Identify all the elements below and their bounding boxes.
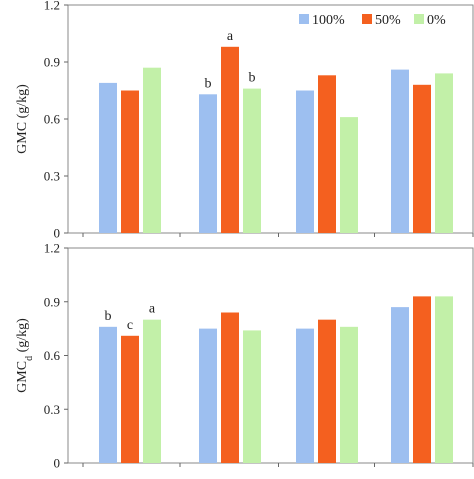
y-tick-label: 0.6 [44,348,61,363]
bar-bottom-0pct-1 [143,319,161,463]
legend: 100% 50% 0% [299,13,446,28]
bar-top-100pct-4 [391,69,409,233]
y-tick-label: 0 [54,456,61,471]
bar-bottom-50pct-2 [221,312,239,463]
bar-bottom-100pct-1 [99,326,117,463]
bar-bottom-100pct-2 [199,328,217,463]
significance-label: b [249,71,256,86]
bar-bottom-100pct-3 [296,328,314,463]
significance-label: c [127,318,133,333]
bar-top-100pct-3 [296,90,314,233]
y-tick-label: 0.6 [44,112,61,127]
legend-swatch [414,14,424,24]
legend-entry: 50% [375,13,401,28]
y-tick-label: 1.2 [44,241,60,256]
chart-panel-top: 0 0.3 0.6 0.9 1.2 b a b GMC (g/kg) 100% 50% 0% [15,0,474,241]
y-axis-label-subscript: d [24,356,35,361]
bar-top-0pct-2 [243,88,261,233]
bar-bottom-0pct-3 [340,326,358,463]
bar-top-50pct-4 [413,84,431,233]
bar-top-50pct-2 [221,46,239,233]
bar-top-100pct-2 [199,94,217,233]
legend-entry: 100% [312,13,345,28]
bar-bottom-100pct-4 [391,307,409,463]
bar-top-50pct-1 [121,90,139,233]
y-tick-label: 0.3 [44,402,60,417]
legend-swatch [299,14,309,24]
y-axis-label-unit: (g/kg) [15,318,30,356]
y-axis-label: GMC (g/kg) [15,84,30,154]
bar-bottom-50pct-3 [318,319,336,463]
significance-label: a [149,302,156,317]
bar-top-0pct-1 [143,67,161,233]
y-tick-label: 0.9 [44,294,60,309]
bar-top-100pct-1 [99,82,117,234]
bar-top-50pct-3 [318,75,336,233]
bar-top-0pct-3 [340,117,358,233]
y-axis-label-main: GMC [15,361,30,393]
legend-swatch [362,14,372,24]
legend-entry: 0% [427,13,446,28]
chart-panel-bottom: 0 0.3 0.6 0.9 1.2 bc a GMCd (g/kg) [15,241,474,471]
significance-label: b [105,309,112,324]
significance-label: a [227,29,234,44]
y-tick-label: 0.9 [44,55,60,70]
bar-bottom-0pct-4 [435,296,453,463]
y-tick-label: 0 [54,226,61,241]
y-axis-label: GMCd (g/kg) [15,318,35,393]
significance-label: b [205,76,212,91]
y-tick-label: 0.3 [44,169,60,184]
bar-top-0pct-4 [435,73,453,234]
y-axis-label-main: GMC (g/kg) [15,84,30,154]
y-tick-label: 1.2 [44,0,60,13]
bar-bottom-0pct-2 [243,330,261,463]
bar-bottom-50pct-1 [121,335,139,463]
bar-bottom-50pct-4 [413,296,431,463]
